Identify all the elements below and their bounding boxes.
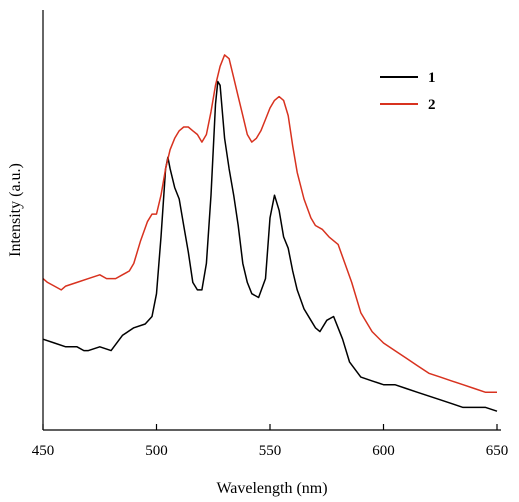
- x-axis-title: Wavelength (nm): [216, 480, 327, 497]
- legend-item-2: 2: [380, 97, 436, 113]
- legend-item-1: 1: [380, 70, 436, 86]
- x-tick-label: 650: [486, 443, 509, 459]
- series-line-2: [42, 54, 497, 394]
- legend-label-2: 2: [428, 97, 436, 113]
- x-tick-label: 500: [145, 443, 168, 459]
- legend: 1 2: [380, 70, 436, 113]
- x-tick-label: 550: [259, 443, 282, 459]
- axes: [42, 10, 501, 431]
- legend-label-1: 1: [428, 70, 436, 86]
- plot-series: [42, 54, 498, 412]
- series-line-1: [42, 80, 498, 412]
- x-ticks: 450 500 550 600 650: [32, 424, 509, 459]
- x-tick-label: 600: [372, 443, 395, 459]
- y-axis-title: Intensity (a.u.): [7, 163, 24, 257]
- x-tick-label: 450: [32, 443, 55, 459]
